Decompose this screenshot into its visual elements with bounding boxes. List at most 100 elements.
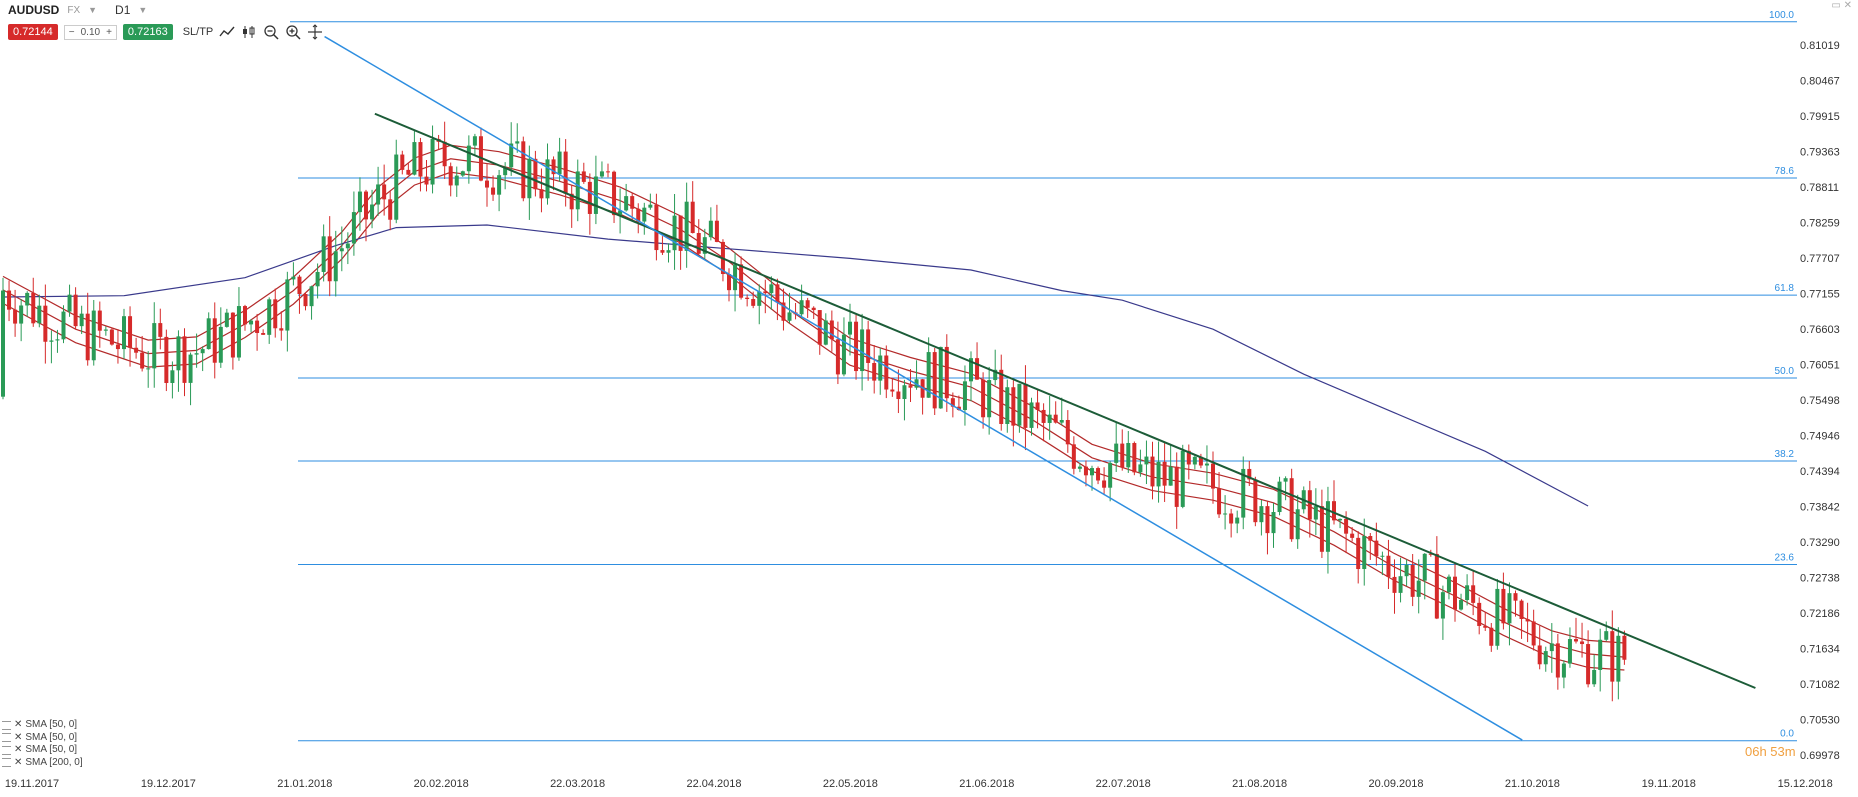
candle-body — [545, 159, 550, 199]
legend-item[interactable]: ✕ SMA [50, 0] — [2, 744, 83, 757]
candle-body — [745, 297, 750, 300]
candle-body — [382, 184, 387, 200]
window-controls[interactable]: ▭ ✕ — [1831, 0, 1852, 11]
y-tick-label: 0.76603 — [1800, 324, 1840, 336]
candle-body — [938, 346, 943, 409]
volume-stepper[interactable]: − 0.10 + — [63, 24, 117, 40]
y-tick-label: 0.73290 — [1800, 537, 1840, 549]
candle-body — [339, 248, 344, 252]
chevron-down-icon[interactable]: ▼ — [138, 5, 148, 15]
candle-body — [1507, 593, 1512, 624]
candle-body — [618, 210, 623, 216]
indicator-line — [2, 158, 1625, 658]
candle-body — [1235, 517, 1240, 524]
candle-body — [1283, 478, 1288, 482]
candle-body — [91, 310, 96, 361]
candle-body — [866, 329, 871, 363]
indicator-icon — [2, 758, 11, 768]
candle-body — [466, 145, 471, 172]
candle-body — [1156, 461, 1161, 487]
candle-body — [491, 187, 496, 195]
candle-timer: 06h 53m — [1745, 744, 1796, 759]
candle-body — [261, 333, 266, 335]
x-tick-label: 22.07.2018 — [1096, 778, 1151, 790]
candle-body — [1580, 641, 1585, 645]
candle-body — [1519, 600, 1524, 620]
candle-body — [212, 318, 217, 363]
legend-item[interactable]: ✕ SMA [50, 0] — [2, 719, 83, 732]
candle-body — [128, 316, 133, 348]
candlestick-icon[interactable] — [241, 24, 257, 40]
candle-body — [539, 189, 544, 199]
candle-body — [394, 154, 399, 220]
candle-body — [1561, 663, 1566, 678]
candle-body — [1071, 444, 1076, 469]
candle-body — [351, 212, 356, 244]
indicator-legend: ✕ SMA [50, 0] ✕ SMA [50, 0] ✕ SMA [50, 0] ✕… — [2, 719, 83, 769]
volume-decrease-button[interactable]: − — [68, 26, 75, 38]
candle-body — [1501, 588, 1506, 624]
y-tick-label: 0.81019 — [1800, 40, 1840, 52]
candle-body — [1241, 468, 1246, 518]
trendline — [374, 112, 1756, 689]
candle-body — [1144, 456, 1149, 465]
candle-body — [624, 196, 629, 211]
candle-body — [1555, 643, 1560, 678]
candle-body — [188, 354, 193, 383]
y-tick-label: 0.70530 — [1800, 715, 1840, 727]
zoom-out-icon[interactable] — [263, 24, 279, 40]
candle-body — [73, 294, 78, 327]
close-icon[interactable]: ✕ — [14, 756, 23, 768]
candle-body — [1077, 466, 1082, 469]
candle-body — [587, 181, 592, 214]
zoom-in-icon[interactable] — [285, 24, 301, 40]
trendlines[interactable] — [324, 35, 1756, 741]
fib-level-label: 38.2 — [1775, 449, 1795, 460]
candle-body — [230, 312, 235, 358]
candle-body — [1574, 639, 1578, 642]
candle-body — [103, 329, 108, 331]
candle-body — [660, 250, 665, 253]
candle-body — [309, 286, 314, 307]
line-chart-icon[interactable] — [219, 24, 235, 40]
symbol-label[interactable]: AUDUSD — [8, 3, 60, 17]
candle-body — [1126, 442, 1131, 468]
candle-body — [1350, 533, 1355, 538]
candles — [1, 121, 1627, 702]
candle-body — [152, 323, 157, 369]
close-icon[interactable]: ✕ — [14, 719, 23, 730]
candle-body — [1096, 468, 1101, 481]
close-icon[interactable]: ✕ — [14, 744, 23, 755]
sl-tp-button[interactable]: SL/TP — [182, 26, 214, 38]
timeframe-selector[interactable]: D1 — [115, 3, 131, 17]
candle-body — [1259, 506, 1264, 523]
legend-item[interactable]: ✕ SMA [200, 0] — [2, 757, 83, 770]
chevron-down-icon[interactable]: ▼ — [88, 5, 98, 15]
candle-body — [164, 336, 169, 384]
candle-body — [1271, 512, 1276, 534]
legend-item[interactable]: ✕ SMA [50, 0] — [2, 732, 83, 745]
candle-body — [430, 138, 435, 185]
close-icon[interactable]: ✕ — [14, 731, 23, 743]
candle-body — [1229, 513, 1234, 524]
candle-body — [1549, 643, 1554, 652]
candle-body — [606, 171, 610, 173]
candle-body — [829, 320, 834, 340]
candle-body — [321, 236, 326, 272]
sell-button[interactable]: 0.72144 — [8, 24, 58, 40]
candle-body — [1180, 450, 1185, 507]
fibonacci-levels[interactable]: 100.0 78.6 61.8 50.0 38.2 23.6 0.0 — [290, 10, 1797, 742]
candle-body — [31, 292, 36, 324]
candle-body — [1471, 585, 1476, 603]
candle-body — [1404, 565, 1409, 577]
buy-button[interactable]: 0.72163 — [122, 24, 173, 40]
candle-body — [975, 358, 980, 380]
candle-body — [1368, 536, 1373, 541]
candle-body — [908, 385, 913, 388]
volume-increase-button[interactable]: + — [106, 26, 112, 38]
candle-body — [1543, 651, 1548, 665]
candle-body — [79, 313, 84, 327]
volume-value[interactable]: 0.10 — [80, 26, 101, 38]
crosshair-move-icon[interactable] — [307, 24, 323, 40]
